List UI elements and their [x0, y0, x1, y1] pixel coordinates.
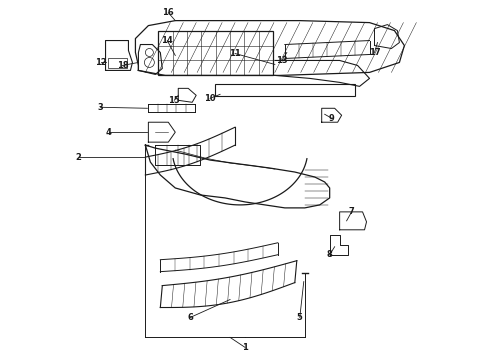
Text: 17: 17 — [368, 48, 380, 57]
Bar — [107, 58, 127, 68]
Text: 18: 18 — [117, 61, 128, 70]
Text: 5: 5 — [297, 313, 303, 322]
Text: 7: 7 — [349, 207, 354, 216]
Text: 14: 14 — [161, 36, 173, 45]
Bar — [215, 84, 355, 96]
Text: 15: 15 — [169, 96, 180, 105]
Text: 16: 16 — [162, 8, 174, 17]
Bar — [158, 31, 273, 75]
Text: 8: 8 — [327, 250, 333, 259]
Text: 10: 10 — [204, 94, 216, 103]
Text: 6: 6 — [187, 313, 193, 322]
Text: 9: 9 — [329, 114, 335, 123]
Text: 3: 3 — [98, 103, 103, 112]
Text: 13: 13 — [276, 56, 288, 65]
Text: 2: 2 — [76, 153, 81, 162]
Text: 1: 1 — [242, 343, 248, 352]
Text: 12: 12 — [95, 58, 106, 67]
Text: 11: 11 — [229, 49, 241, 58]
Text: 4: 4 — [105, 128, 111, 137]
